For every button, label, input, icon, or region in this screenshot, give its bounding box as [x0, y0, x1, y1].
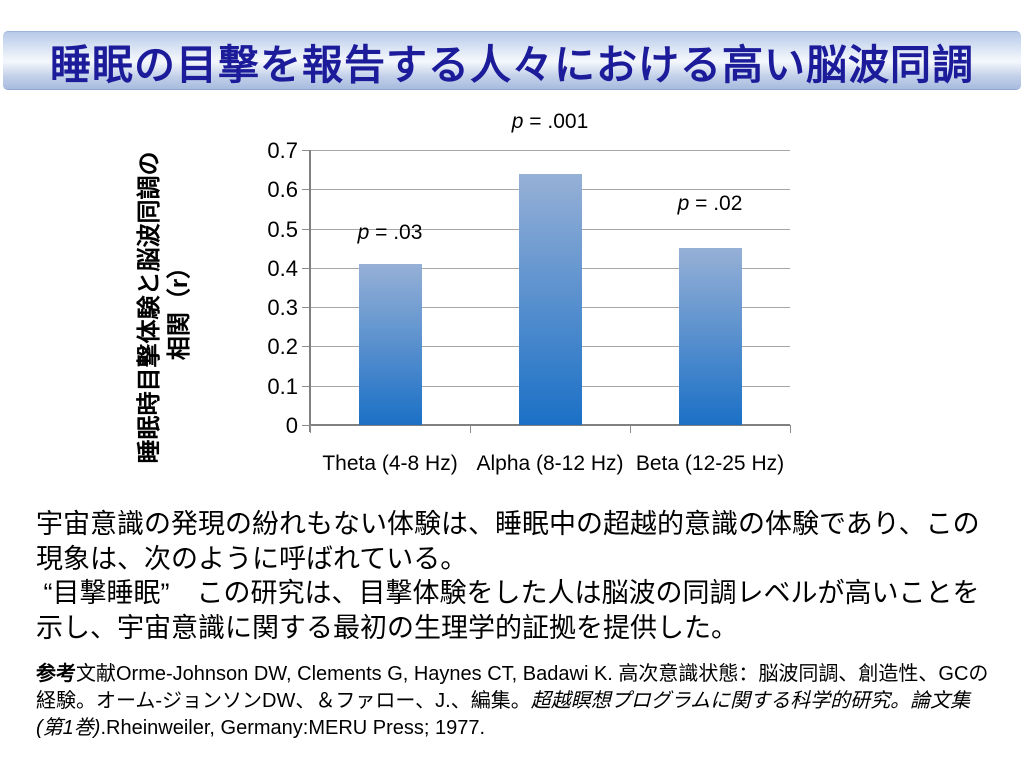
reference-book-title: 超越瞑想プログラムに関する科学的研究。論文集(第1巻) — [36, 690, 971, 739]
x-category-label-alpha: Alpha (8-12 Hz) — [476, 452, 624, 475]
y-axis-tick — [302, 267, 310, 269]
reference-authors: 文献Orme-Johnson DW, Clements G, Haynes CT… — [36, 663, 989, 712]
y-tick-label: 0.5 — [267, 216, 298, 242]
y-axis-tick — [302, 385, 310, 387]
x-axis-line — [310, 424, 790, 426]
y-tick-label: 0.4 — [267, 255, 298, 281]
x-axis-tick — [310, 425, 311, 433]
body-text: 宇宙意識の発現の紛れもない体験は、睡眠中の超越的意識の体験であり、この現象は、次… — [36, 507, 994, 645]
x-category-label-beta: Beta (12-25 Hz) — [635, 452, 785, 475]
y-axis-tick — [302, 307, 310, 309]
y-axis-tick — [302, 346, 310, 348]
reference-bold-label: 参考 — [36, 663, 76, 685]
bar-beta — [678, 248, 742, 425]
y-tick-label: 0.6 — [267, 177, 298, 203]
y-tick-label: 0.3 — [267, 295, 298, 321]
body-paragraph-2: “目撃睡眠” この研究は、目撃体験をした人は脳波の同調レベルが高いことを示し、宇… — [36, 578, 980, 643]
x-axis-tick — [790, 425, 791, 433]
x-axis-tick — [470, 425, 471, 433]
p-value-label-theta: p = .03 — [357, 220, 423, 244]
y-axis-tick — [302, 425, 310, 426]
x-category-label-theta: Theta (4-8 Hz) — [322, 452, 458, 475]
y-axis-tick — [302, 228, 310, 230]
y-tick-label: 0.1 — [267, 373, 298, 399]
x-axis-tick — [630, 425, 631, 433]
y-tick-label: 0 — [285, 413, 298, 438]
y-tick-label: 0.2 — [267, 334, 298, 360]
bar-chart: 睡眠時目撃体験と脳波同調の 相関（r） 0 0.1 0.2 0.3 0.4 0.5 0.6 0… — [130, 105, 820, 517]
y-axis-tick — [302, 150, 310, 151]
p-value-label-alpha: p = .001 — [511, 109, 589, 133]
reference-text: 参考文献Orme-Johnson DW, Clements G, Haynes … — [36, 661, 992, 742]
y-axis-line — [309, 150, 311, 432]
p-value-label-beta: p = .02 — [677, 192, 743, 216]
title-band: 睡眠の目撃を報告する人々における高い脳波同調 — [3, 31, 1021, 90]
slide-title: 睡眠の目撃を報告する人々における高い脳波同調 — [50, 41, 974, 88]
reference-publisher: .Rheinweiler, Germany:MERU Press; 1977. — [100, 717, 486, 739]
gridline — [310, 150, 790, 151]
bar-alpha — [518, 173, 582, 425]
y-tick-label: 0.7 — [267, 138, 298, 163]
y-axis-tick — [302, 189, 310, 191]
plot-area: 0 0.1 0.2 0.3 0.4 0.5 0.6 0.7 p = .03 Theta (4-8 … — [130, 105, 820, 517]
body-paragraph-1: 宇宙意識の発現の紛れもない体験は、睡眠中の超越的意識の体験であり、この現象は、次… — [36, 509, 980, 574]
bar-theta — [358, 263, 422, 425]
